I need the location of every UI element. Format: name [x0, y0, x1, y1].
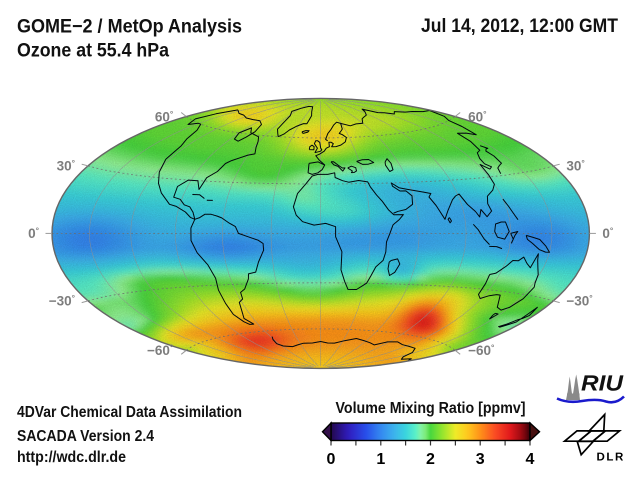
- svg-text:Ozone at 55.4 hPa: Ozone at 55.4 hPa: [17, 41, 169, 62]
- svg-text:Volume Mixing Ratio [ppmv]: Volume Mixing Ratio [ppmv]: [336, 400, 526, 417]
- svg-text:1: 1: [376, 451, 385, 468]
- svg-text:GOME−2 / MetOp Analysis: GOME−2 / MetOp Analysis: [17, 16, 242, 37]
- svg-text:3: 3: [476, 451, 485, 468]
- svg-text:−30°: −30°: [49, 293, 76, 309]
- svg-text:Jul 14, 2012, 12:00 GMT: Jul 14, 2012, 12:00 GMT: [421, 16, 618, 37]
- svg-text:RIU: RIU: [581, 370, 624, 395]
- svg-text:60°: 60°: [155, 109, 174, 125]
- svg-text:30°: 30°: [57, 158, 76, 174]
- svg-text:−60°: −60°: [147, 343, 174, 359]
- svg-text:DLR: DLR: [596, 451, 624, 463]
- svg-text:0°: 0°: [28, 226, 40, 242]
- svg-text:4DVar Chemical Data Assimilati: 4DVar Chemical Data Assimilation: [17, 404, 242, 421]
- svg-text:SACADA Version 2.4: SACADA Version 2.4: [17, 428, 154, 445]
- svg-text:−60°: −60°: [468, 343, 495, 359]
- svg-text:0: 0: [327, 451, 336, 468]
- svg-text:30°: 30°: [566, 158, 585, 174]
- svg-text:4: 4: [526, 451, 535, 468]
- svg-text:2: 2: [426, 451, 435, 468]
- svg-text:http://wdc.dlr.de: http://wdc.dlr.de: [17, 449, 126, 466]
- svg-text:0°: 0°: [602, 226, 614, 242]
- svg-text:−30°: −30°: [566, 293, 593, 309]
- svg-text:60°: 60°: [468, 109, 487, 125]
